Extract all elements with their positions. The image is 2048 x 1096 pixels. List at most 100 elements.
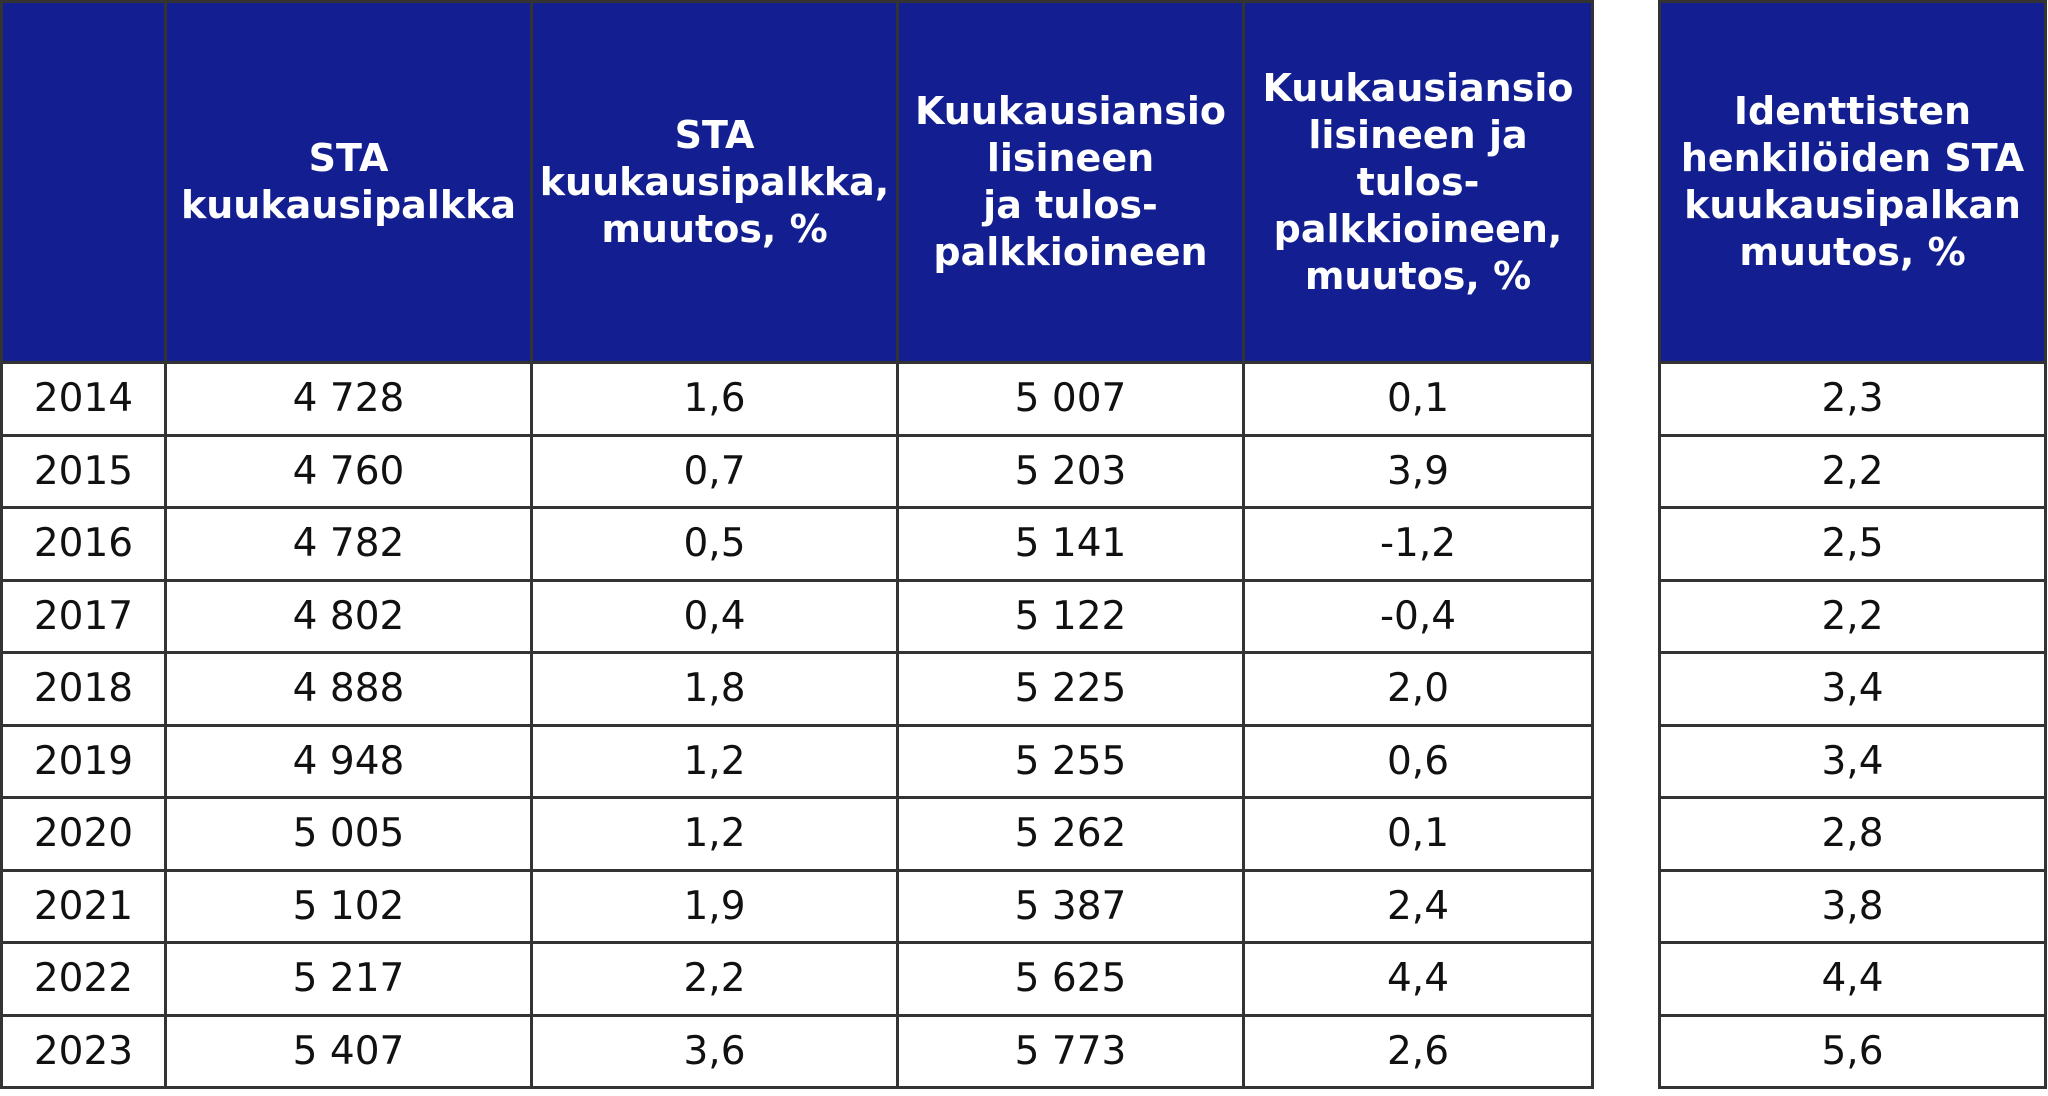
- sta-salary-cell: 5 102: [164, 868, 533, 944]
- sta-salary-cell: 4 948: [164, 723, 533, 799]
- table-row: 2021 5 102 1,9 5 387 2,4: [0, 868, 1594, 944]
- sta-salary-change-cell: 1,9: [530, 868, 899, 944]
- header-sta-monthly-salary: STA kuukausipalkka: [164, 0, 533, 364]
- sta-salary-change-cell: 2,2: [530, 941, 899, 1017]
- table-row: 5,6: [1658, 1013, 2047, 1089]
- table-row: 3,4: [1658, 723, 2047, 799]
- table-row: 2022 5 217 2,2 5 625 4,4: [0, 941, 1594, 1017]
- year-cell: 2015: [0, 433, 167, 509]
- earnings-change-cell: 3,9: [1242, 433, 1594, 509]
- table-body: 2,3 2,2 2,5 2,2 3,4 3,4 2,8 3,8 4,4 5,6: [1658, 361, 2047, 1089]
- identical-change-cell: 3,4: [1658, 723, 2047, 799]
- table-row: 2019 4 948 1,2 5 255 0,6: [0, 723, 1594, 799]
- sta-salary-change-cell: 1,2: [530, 796, 899, 872]
- header-line: kuukausipalkka: [180, 183, 517, 227]
- year-cell: 2022: [0, 941, 167, 1017]
- earnings-change-cell: 4,4: [1242, 941, 1594, 1017]
- earnings-cell: 5 262: [896, 796, 1245, 872]
- header-monthly-earnings: Kuukausiansio lisineen ja tulos- palkkio…: [896, 0, 1245, 364]
- year-cell: 2019: [0, 723, 167, 799]
- sta-salary-cell: 5 217: [164, 941, 533, 1017]
- table-row: 2,5: [1658, 506, 2047, 582]
- year-cell: 2023: [0, 1013, 167, 1089]
- sta-salary-cell: 5 005: [164, 796, 533, 872]
- sta-salary-cell: 4 760: [164, 433, 533, 509]
- sta-salary-change-cell: 3,6: [530, 1013, 899, 1089]
- header-line: muutos, %: [1304, 253, 1532, 298]
- earnings-cell: 5 625: [896, 941, 1245, 1017]
- identical-change-cell: 2,5: [1658, 506, 2047, 582]
- table-row: 2,2: [1658, 433, 2047, 509]
- header-line: kuukausipalkan: [1684, 183, 2021, 227]
- year-cell: 2014: [0, 361, 167, 437]
- sta-salary-cell: 4 728: [164, 361, 533, 437]
- table-row: 2020 5 005 1,2 5 262 0,1: [0, 796, 1594, 872]
- header-row: Identtisten henkilöiden STA kuukausipalk…: [1658, 0, 2047, 364]
- table-body: 2014 4 728 1,6 5 007 0,1 2015 4 760 0,7 5 203 3,9…: [0, 361, 1594, 1089]
- sta-salary-cell: 4 782: [164, 506, 533, 582]
- table-row: 2023 5 407 3,6 5 773 2,6: [0, 1013, 1594, 1089]
- table-row: 2016 4 782 0,5 5 141 -1,2: [0, 506, 1594, 582]
- table-row: 2,3: [1658, 361, 2047, 437]
- identical-change-cell: 2,2: [1658, 578, 2047, 654]
- header-line: kuukausipalkka,: [539, 159, 890, 204]
- earnings-change-cell: 0,6: [1242, 723, 1594, 799]
- sta-salary-cell: 4 802: [164, 578, 533, 654]
- salary-table: STA kuukausipalkka STA kuukausipalkka, m…: [0, 0, 1594, 1089]
- identical-persons-table: Identtisten henkilöiden STA kuukausipalk…: [1658, 0, 2047, 1089]
- table-row: 4,4: [1658, 941, 2047, 1017]
- table-row: 2017 4 802 0,4 5 122 -0,4: [0, 578, 1594, 654]
- identical-change-cell: 3,8: [1658, 868, 2047, 944]
- sta-salary-change-cell: 1,2: [530, 723, 899, 799]
- earnings-change-cell: 2,4: [1242, 868, 1594, 944]
- earnings-change-cell: 2,0: [1242, 651, 1594, 727]
- header-line: lisineen ja: [1308, 112, 1528, 157]
- header-line: palkkioineen,: [1273, 206, 1563, 251]
- year-cell: 2016: [0, 506, 167, 582]
- earnings-change-cell: -0,4: [1242, 578, 1594, 654]
- header-year: [0, 0, 167, 364]
- earnings-cell: 5 225: [896, 651, 1245, 727]
- earnings-cell: 5 141: [896, 506, 1245, 582]
- sta-salary-change-cell: 0,7: [530, 433, 899, 509]
- identical-change-cell: 4,4: [1658, 941, 2047, 1017]
- header-line: lisineen: [986, 136, 1155, 180]
- year-cell: 2018: [0, 651, 167, 727]
- identical-change-cell: 5,6: [1658, 1013, 2047, 1089]
- header-line: STA: [674, 112, 755, 157]
- earnings-cell: 5 387: [896, 868, 1245, 944]
- year-cell: 2017: [0, 578, 167, 654]
- earnings-change-cell: 2,6: [1242, 1013, 1594, 1089]
- header-monthly-earnings-change: Kuukausiansio lisineen ja tulos- palkkio…: [1242, 0, 1594, 364]
- table-row: 2015 4 760 0,7 5 203 3,9: [0, 433, 1594, 509]
- header-sta-monthly-salary-change: STA kuukausipalkka, muutos, %: [530, 0, 899, 364]
- header-line: ja tulos-: [983, 183, 1158, 227]
- earnings-cell: 5 122: [896, 578, 1245, 654]
- earnings-change-cell: -1,2: [1242, 506, 1594, 582]
- earnings-cell: 5 773: [896, 1013, 1245, 1089]
- table-row: 2,2: [1658, 578, 2047, 654]
- earnings-cell: 5 203: [896, 433, 1245, 509]
- header-line: muutos, %: [1739, 230, 1966, 274]
- earnings-change-cell: 0,1: [1242, 361, 1594, 437]
- earnings-change-cell: 0,1: [1242, 796, 1594, 872]
- header-line: Kuukausiansio: [1262, 65, 1574, 110]
- sta-salary-cell: 5 407: [164, 1013, 533, 1089]
- table-row: 2014 4 728 1,6 5 007 0,1: [0, 361, 1594, 437]
- header-line: STA: [308, 136, 389, 180]
- year-cell: 2020: [0, 796, 167, 872]
- header-line: Identtisten: [1733, 89, 1972, 133]
- header-line: henkilöiden STA: [1680, 136, 2025, 180]
- identical-change-cell: 3,4: [1658, 651, 2047, 727]
- year-cell: 2021: [0, 868, 167, 944]
- table-row: 2,8: [1658, 796, 2047, 872]
- sta-salary-change-cell: 0,4: [530, 578, 899, 654]
- header-line: tulos-: [1356, 159, 1480, 204]
- identical-change-cell: 2,8: [1658, 796, 2047, 872]
- table-row: 2018 4 888 1,8 5 225 2,0: [0, 651, 1594, 727]
- header-line: palkkioineen: [933, 230, 1208, 274]
- identical-change-cell: 2,3: [1658, 361, 2047, 437]
- sta-salary-change-cell: 0,5: [530, 506, 899, 582]
- header-line: muutos, %: [601, 206, 828, 251]
- earnings-cell: 5 255: [896, 723, 1245, 799]
